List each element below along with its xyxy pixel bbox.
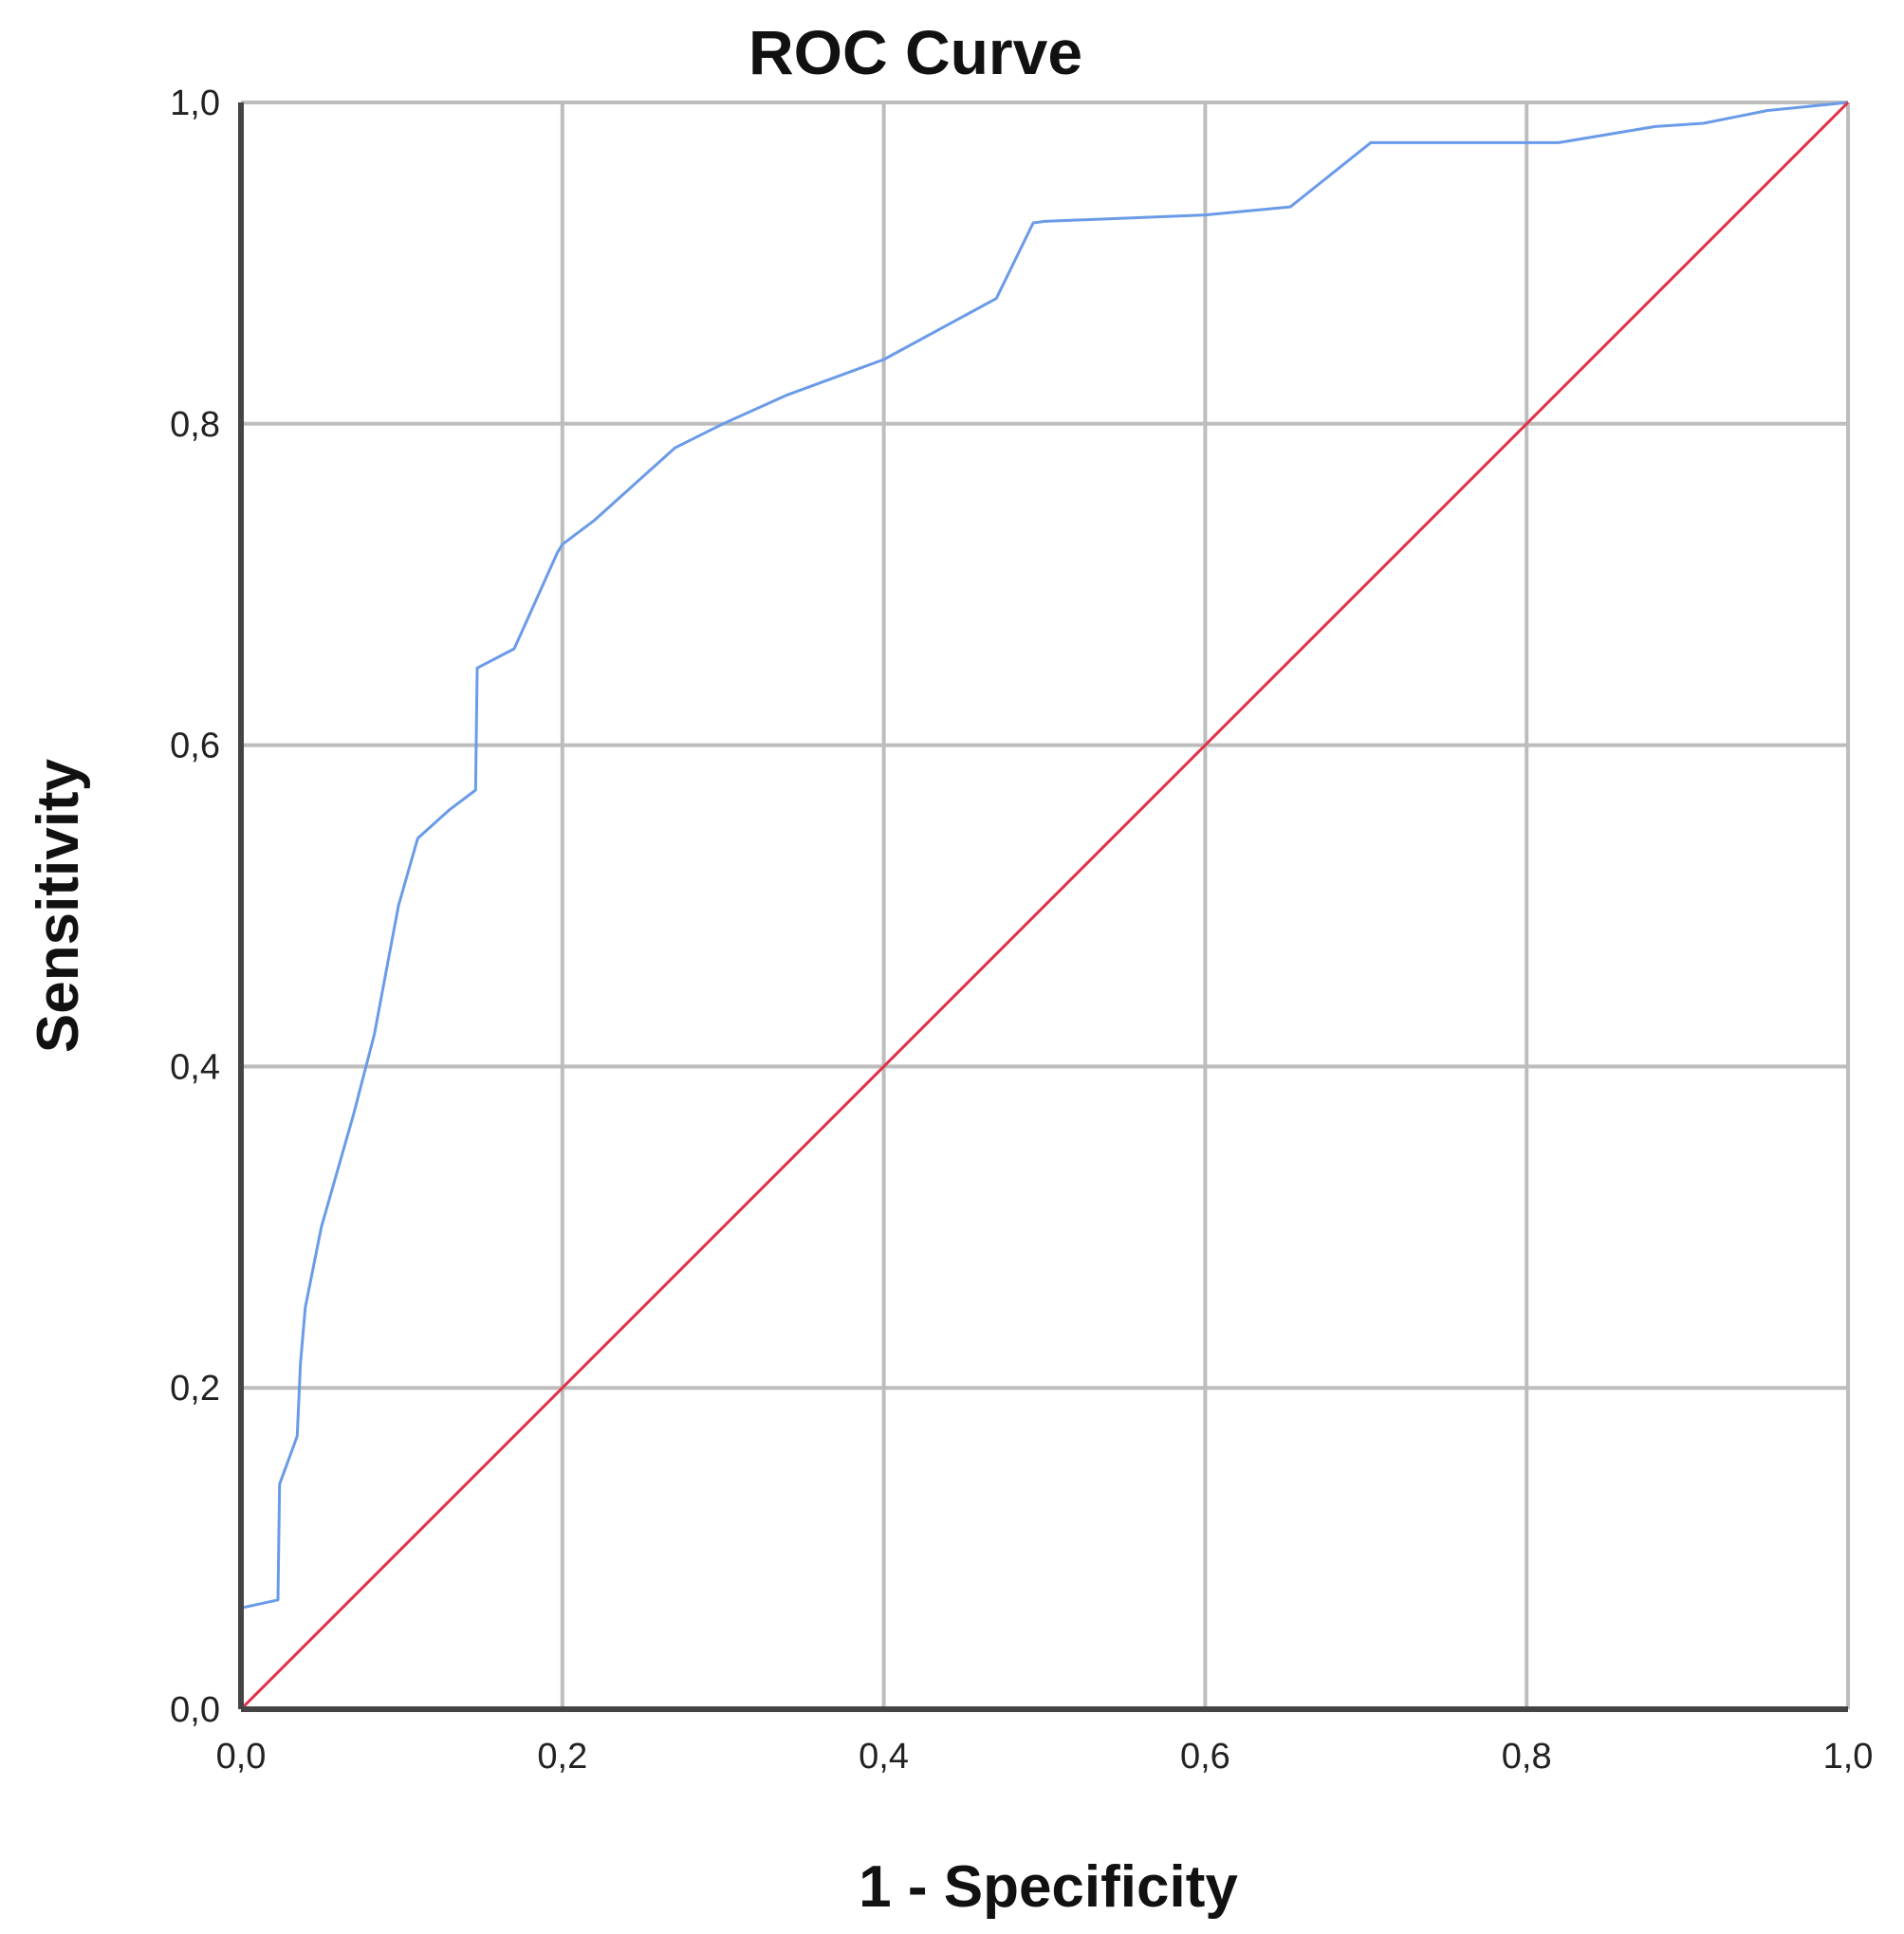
roc-curve-line — [239, 101, 1849, 1709]
x-tick-label: 0,8 — [1502, 1737, 1552, 1777]
x-tick-label: 0,2 — [537, 1737, 587, 1777]
y-tick-label: 0,0 — [170, 1690, 220, 1730]
reference-diagonal-line — [239, 101, 1850, 1711]
x-tick-label: 1,0 — [1823, 1737, 1874, 1777]
x-tick-labels: 0,0 0,2 0,4 0,6 0,8 1,0 — [216, 1737, 1874, 1777]
roc-curves — [239, 101, 1850, 1711]
y-axis-title: Sensitivity — [26, 758, 91, 1053]
y-tick-label: 0,2 — [170, 1369, 220, 1409]
y-tick-label: 0,6 — [170, 727, 220, 766]
axes — [238, 102, 1848, 1712]
y-tick-labels: 0,0 0,2 0,4 0,6 0,8 1,0 — [170, 83, 220, 1730]
chart-title: ROC Curve — [749, 17, 1082, 87]
x-tick-label: 0,6 — [1180, 1737, 1230, 1777]
x-tick-label: 0,4 — [859, 1737, 909, 1777]
x-axis-title: 1 - Specificity — [859, 1854, 1238, 1920]
y-tick-label: 0,4 — [170, 1047, 220, 1087]
y-tick-label: 1,0 — [170, 83, 220, 123]
y-tick-label: 0,8 — [170, 405, 220, 445]
x-tick-label: 0,0 — [216, 1737, 267, 1777]
